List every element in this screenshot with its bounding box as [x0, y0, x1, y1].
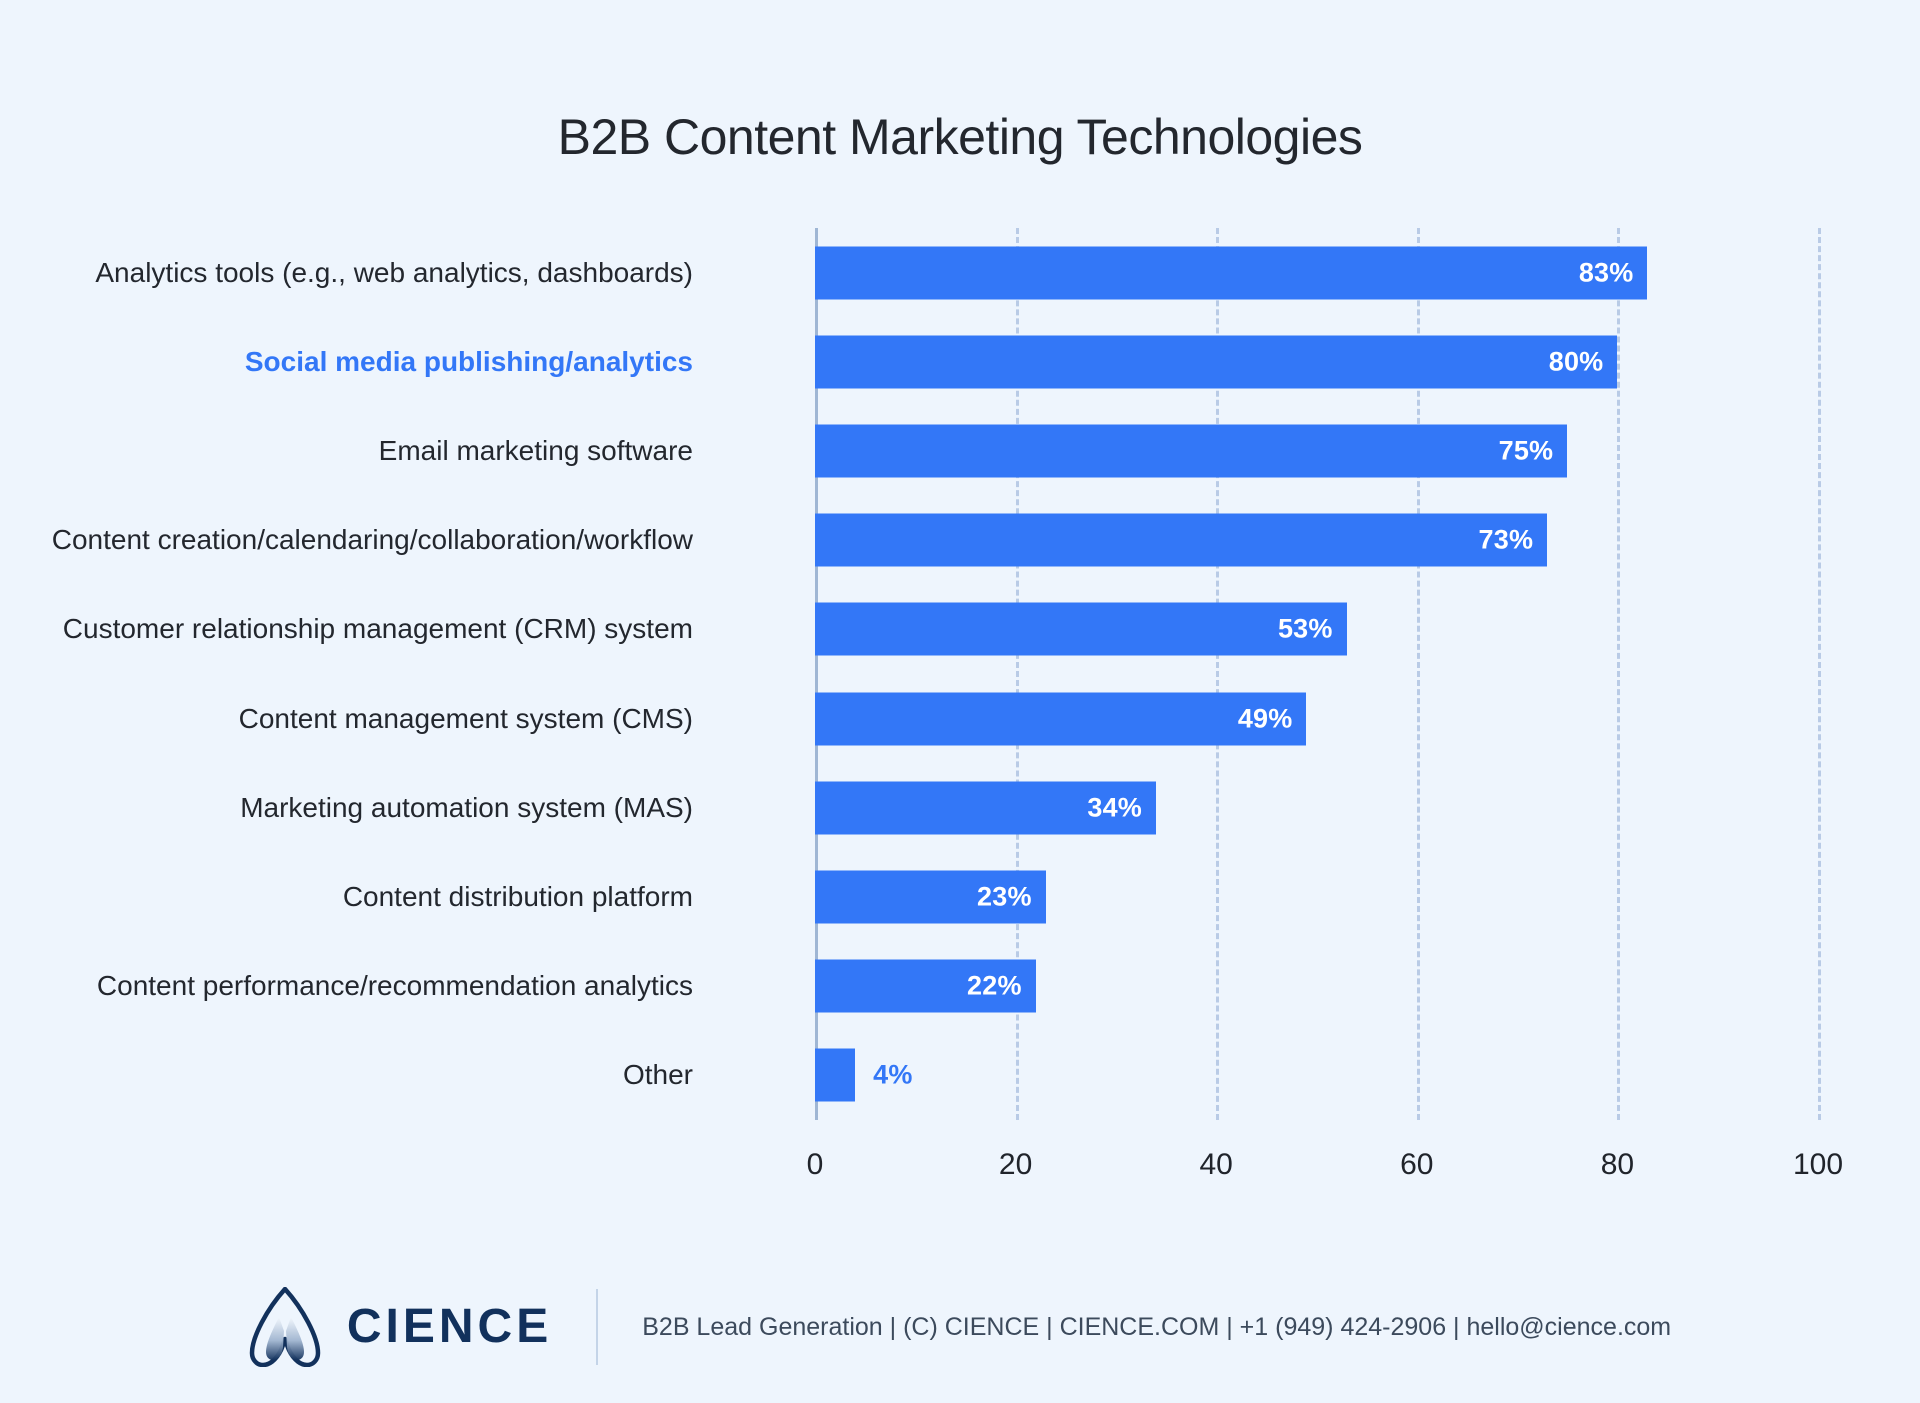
x-tick-label: 40: [1199, 1148, 1233, 1181]
bar-value-label: 53%: [1277, 613, 1333, 644]
y-axis-line: [815, 228, 818, 1120]
bar-row[interactable]: Other 4%: [623, 1031, 1818, 1120]
category-label: Social media publishing/analytics: [244, 345, 693, 377]
bar-value-label: 83%: [1578, 257, 1634, 288]
brand-logo: CIENCE: [249, 1287, 552, 1367]
bar-row[interactable]: Content management system (CMS) 49%: [239, 674, 1818, 763]
category-label: Marketing automation system (MAS): [240, 791, 693, 823]
bar-row[interactable]: Content creation/calendaring/collaborati…: [52, 496, 1818, 585]
bar[interactable]: [815, 959, 1036, 1013]
bar-row[interactable]: Customer relationship management (CRM) s…: [63, 585, 1818, 674]
category-label: Email marketing software: [378, 434, 693, 466]
gridline: [1818, 228, 1821, 1120]
bar[interactable]: [815, 602, 1347, 656]
plot-area: Analytics tools (e.g., web analytics, da…: [52, 228, 1821, 1120]
x-tick-label: 80: [1600, 1148, 1635, 1181]
bar-row[interactable]: Marketing automation system (MAS) 34%: [240, 763, 1818, 852]
bar[interactable]: [815, 513, 1548, 567]
bar[interactable]: [815, 246, 1648, 300]
bar-value-label: 22%: [967, 970, 1022, 1001]
category-label: Content creation/calendaring/collaborati…: [51, 524, 693, 556]
bar-chart: Analytics tools (e.g., web analytics, da…: [0, 228, 1920, 1181]
bar[interactable]: [815, 781, 1157, 835]
bar[interactable]: [815, 692, 1307, 746]
bar-row[interactable]: Analytics tools (e.g., web analytics, da…: [95, 228, 1818, 317]
bar-value-label: 4%: [873, 1059, 913, 1090]
category-label: Content management system (CMS): [238, 702, 693, 734]
bar-value-label: 73%: [1478, 524, 1534, 555]
footer-contact-text: B2B Lead Generation | (C) CIENCE | CIENC…: [642, 1312, 1672, 1341]
bar-row[interactable]: Content distribution platform 23%: [343, 852, 1818, 941]
page-title: B2B Content Marketing Technologies: [557, 109, 1363, 165]
bar[interactable]: [815, 335, 1618, 389]
x-tick-label: 60: [1400, 1148, 1434, 1181]
brand-name: CIENCE: [346, 1300, 553, 1353]
bar-rows: Analytics tools (e.g., web analytics, da…: [52, 228, 1818, 1120]
bar-value-label: 80%: [1548, 346, 1604, 377]
x-axis: 0 20 40 60 80 100: [807, 1148, 1843, 1208]
x-tick-label: 0: [806, 1148, 824, 1181]
x-tick-label: 20: [998, 1148, 1033, 1181]
bar-row[interactable]: Email marketing software 75%: [379, 406, 1818, 495]
cience-arch-logo-icon: [249, 1287, 321, 1367]
category-label: Content performance/recommendation analy…: [96, 970, 693, 1002]
bar[interactable]: [815, 870, 1046, 924]
footer: CIENCE B2B Lead Generation | (C) CIENCE …: [0, 1272, 1920, 1382]
footer-divider: [596, 1289, 599, 1365]
bar-value-label: 23%: [977, 881, 1032, 912]
bar-value-label: 49%: [1237, 703, 1293, 734]
bar-value-label: 75%: [1498, 435, 1554, 466]
bar-row[interactable]: Social media publishing/analytics 80%: [245, 317, 1818, 406]
bar-row[interactable]: Content performance/recommendation analy…: [97, 942, 1818, 1031]
category-label: Customer relationship management (CRM) s…: [62, 613, 693, 645]
x-tick-label: 100: [1792, 1148, 1844, 1181]
category-label: Analytics tools (e.g., web analytics, da…: [95, 256, 693, 288]
bar-value-label: 34%: [1087, 792, 1143, 823]
category-label: Other: [622, 1059, 693, 1091]
category-label: Content distribution platform: [342, 880, 693, 912]
bar[interactable]: [815, 1048, 856, 1102]
bar[interactable]: [815, 424, 1568, 478]
